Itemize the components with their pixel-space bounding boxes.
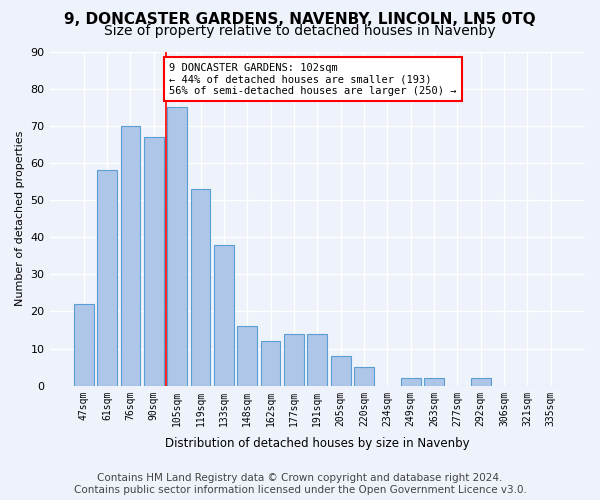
Bar bbox=[214, 244, 234, 386]
Y-axis label: Number of detached properties: Number of detached properties bbox=[15, 131, 25, 306]
Bar bbox=[471, 378, 491, 386]
Bar bbox=[354, 367, 374, 386]
Bar bbox=[401, 378, 421, 386]
Bar bbox=[144, 137, 164, 386]
Bar bbox=[238, 326, 257, 386]
Text: 9 DONCASTER GARDENS: 102sqm
← 44% of detached houses are smaller (193)
56% of se: 9 DONCASTER GARDENS: 102sqm ← 44% of det… bbox=[169, 62, 457, 96]
Bar bbox=[331, 356, 350, 386]
Bar bbox=[74, 304, 94, 386]
Bar bbox=[284, 334, 304, 386]
Text: 9, DONCASTER GARDENS, NAVENBY, LINCOLN, LN5 0TQ: 9, DONCASTER GARDENS, NAVENBY, LINCOLN, … bbox=[64, 12, 536, 28]
Bar bbox=[307, 334, 327, 386]
Bar bbox=[424, 378, 444, 386]
Bar bbox=[167, 107, 187, 386]
Bar bbox=[260, 341, 280, 386]
X-axis label: Distribution of detached houses by size in Navenby: Distribution of detached houses by size … bbox=[165, 437, 470, 450]
Bar bbox=[191, 189, 211, 386]
Bar bbox=[97, 170, 117, 386]
Text: Size of property relative to detached houses in Navenby: Size of property relative to detached ho… bbox=[104, 24, 496, 38]
Text: Contains HM Land Registry data © Crown copyright and database right 2024.
Contai: Contains HM Land Registry data © Crown c… bbox=[74, 474, 526, 495]
Bar bbox=[121, 126, 140, 386]
